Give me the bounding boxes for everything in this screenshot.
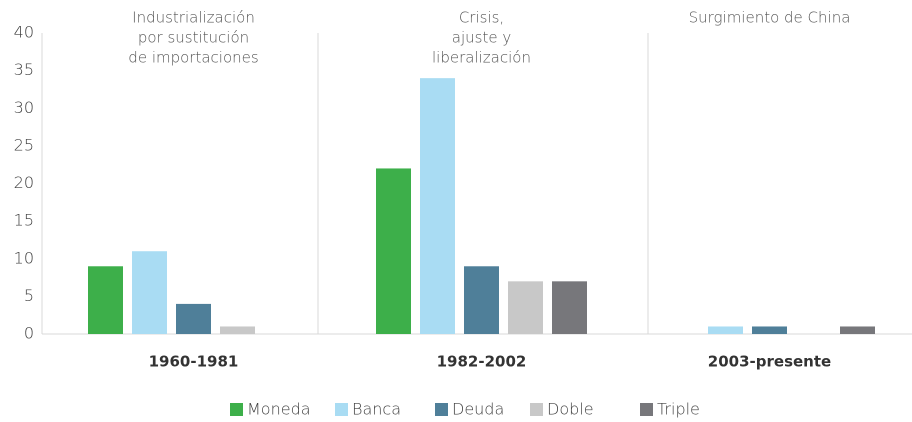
y-tick-label: 40 (14, 23, 34, 42)
legend-swatch (335, 403, 348, 416)
x-tick-label: 1960-1981 (149, 353, 239, 371)
legend-label: Doble (547, 400, 594, 419)
bar (88, 266, 123, 334)
y-tick-label: 25 (14, 135, 34, 154)
legend-swatch (640, 403, 653, 416)
x-tick-label: 1982-2002 (437, 353, 527, 371)
bar (420, 78, 455, 335)
bar (552, 281, 587, 334)
y-tick-label: 15 (14, 211, 34, 230)
legend-label: Triple (657, 400, 700, 419)
y-tick-label: 10 (14, 248, 34, 267)
period-annotation: liberalización (432, 49, 531, 67)
period-annotation: de importaciones (128, 49, 258, 67)
period-annotation: Surgimiento de China (689, 9, 851, 27)
legend-label: Deuda (452, 400, 504, 419)
y-tick-label: 30 (14, 98, 34, 117)
bar (176, 303, 211, 334)
legend-swatch (230, 403, 243, 416)
y-tick-label: 20 (14, 173, 34, 192)
bar (708, 326, 743, 334)
y-tick-label: 35 (14, 60, 34, 79)
y-tick-label: 0 (24, 324, 34, 343)
bar (752, 326, 787, 334)
bar (840, 326, 875, 334)
x-tick-label: 2003-presente (708, 353, 831, 371)
bar (464, 266, 499, 334)
legend-label: Banca (352, 400, 401, 419)
bar (220, 326, 255, 334)
y-tick-label: 5 (24, 286, 34, 305)
legend-swatch (530, 403, 543, 416)
bar (376, 168, 411, 334)
period-annotation: por sustitución (138, 29, 249, 47)
period-annotation: Industrialización (132, 9, 255, 27)
legend-swatch (435, 403, 448, 416)
period-annotation: Crisis, (459, 9, 504, 27)
bar (508, 281, 543, 334)
bar (132, 251, 167, 334)
period-annotation: ajuste y (452, 29, 512, 47)
legend-label: Moneda (247, 400, 311, 419)
